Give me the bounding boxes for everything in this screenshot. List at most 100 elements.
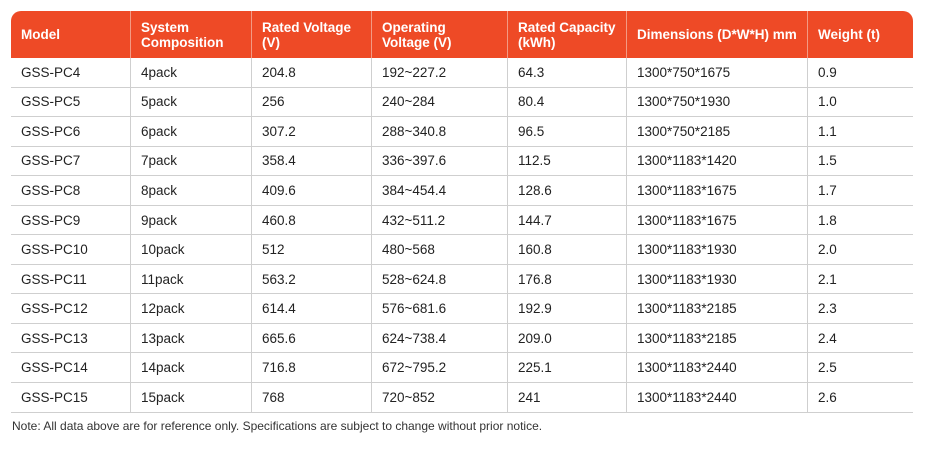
cell-model: GSS-PC13 — [11, 323, 131, 354]
cell-rated-voltage: 256 — [252, 87, 372, 118]
cell-operating-voltage: 192~227.2 — [372, 58, 508, 88]
cell-rated-voltage: 665.6 — [252, 323, 372, 354]
cell-weight: 2.3 — [808, 294, 913, 324]
cell-dimensions: 1300*1183*2185 — [627, 323, 808, 354]
cell-dimensions: 1300*1183*2440 — [627, 353, 808, 384]
header-weight: Weight (t) — [808, 11, 913, 58]
cell-weight: 0.9 — [808, 58, 913, 88]
table-row: GSS-PC12 12pack 614.4 576~681.6 192.9 1300*11… — [11, 294, 913, 324]
cell-dimensions: 1300*750*1930 — [627, 87, 808, 118]
cell-weight: 2.1 — [808, 265, 913, 295]
cell-weight: 1.8 — [808, 206, 913, 236]
table-row: GSS-PC14 14pack 716.8 672~795.2 225.1 1300*11… — [11, 353, 913, 384]
cell-model: GSS-PC14 — [11, 353, 131, 384]
cell-system-composition: 8pack — [131, 176, 252, 206]
cell-rated-capacity: 80.4 — [508, 87, 627, 118]
cell-rated-voltage: 512 — [252, 235, 372, 265]
cell-rated-capacity: 241 — [508, 383, 627, 413]
table-row: GSS-PC10 10pack 512 480~568 160.8 1300*1183*1… — [11, 235, 913, 265]
cell-rated-voltage: 409.6 — [252, 176, 372, 206]
cell-operating-voltage: 288~340.8 — [372, 117, 508, 147]
cell-rated-capacity: 96.5 — [508, 117, 627, 147]
cell-weight: 2.5 — [808, 353, 913, 384]
cell-rated-voltage: 614.4 — [252, 294, 372, 324]
cell-dimensions: 1300*1183*1930 — [627, 235, 808, 265]
cell-system-composition: 13pack — [131, 323, 252, 354]
cell-rated-capacity: 225.1 — [508, 353, 627, 384]
cell-system-composition: 4pack — [131, 58, 252, 88]
header-dimensions: Dimensions (D*W*H) mm — [627, 11, 808, 58]
table-body: GSS-PC4 4pack 204.8 192~227.2 64.3 1300*750*1… — [11, 58, 913, 413]
cell-model: GSS-PC8 — [11, 176, 131, 206]
table-row: GSS-PC15 15pack 768 720~852 241 1300*1183*244… — [11, 383, 913, 413]
cell-weight: 1.7 — [808, 176, 913, 206]
table-row: GSS-PC11 11pack 563.2 528~624.8 176.8 1300*11… — [11, 264, 913, 295]
cell-operating-voltage: 384~454.4 — [372, 176, 508, 206]
header-rated-voltage: Rated Voltage (V) — [252, 11, 372, 58]
cell-dimensions: 1300*1183*2440 — [627, 383, 808, 413]
spec-table: Model System Composition Rated Voltage (… — [11, 11, 913, 413]
cell-model: GSS-PC10 — [11, 235, 131, 265]
cell-system-composition: 5pack — [131, 87, 252, 118]
cell-model: GSS-PC7 — [11, 146, 131, 177]
footnote: Note: All data above are for reference o… — [12, 418, 543, 433]
cell-weight: 1.0 — [808, 88, 913, 118]
table-row: GSS-PC5 5pack 256 240~284 80.4 1300*750*1930 1… — [11, 87, 913, 118]
cell-model: GSS-PC6 — [11, 117, 131, 147]
cell-operating-voltage: 336~397.6 — [372, 146, 508, 177]
cell-rated-voltage: 307.2 — [252, 117, 372, 147]
cell-rated-voltage: 716.8 — [252, 353, 372, 384]
cell-model: GSS-PC15 — [11, 383, 131, 413]
cell-system-composition: 12pack — [131, 294, 252, 324]
spec-table-container: Model System Composition Rated Voltage (… — [11, 11, 913, 433]
table-row: GSS-PC7 7pack 358.4 336~397.6 112.5 1300*1183… — [11, 146, 913, 177]
cell-rated-capacity: 209.0 — [508, 323, 627, 354]
cell-rated-capacity: 192.9 — [508, 294, 627, 324]
header-system-composition: System Composition — [131, 11, 252, 58]
cell-dimensions: 1300*750*2185 — [627, 117, 808, 147]
cell-rated-voltage: 358.4 — [252, 146, 372, 177]
cell-model: GSS-PC5 — [11, 87, 131, 118]
cell-weight: 2.4 — [808, 324, 913, 354]
cell-weight: 1.5 — [808, 147, 913, 177]
cell-dimensions: 1300*750*1675 — [627, 58, 808, 88]
table-header: Model System Composition Rated Voltage (… — [11, 11, 913, 58]
cell-system-composition: 14pack — [131, 353, 252, 384]
cell-model: GSS-PC4 — [11, 58, 131, 88]
cell-rated-voltage: 563.2 — [252, 264, 372, 295]
cell-system-composition: 15pack — [131, 383, 252, 413]
header-rated-capacity: Rated Capacity (kWh) — [508, 11, 627, 58]
cell-operating-voltage: 240~284 — [372, 87, 508, 118]
table-row: GSS-PC6 6pack 307.2 288~340.8 96.5 1300*750*2… — [11, 117, 913, 147]
cell-rated-capacity: 112.5 — [508, 146, 627, 177]
header-rated-capacity-label: Rated Capacity (kWh) — [518, 19, 616, 50]
cell-operating-voltage: 576~681.6 — [372, 294, 508, 324]
cell-rated-capacity: 160.8 — [508, 235, 627, 265]
cell-dimensions: 1300*1183*1420 — [627, 146, 808, 177]
cell-system-composition: 11pack — [131, 264, 252, 295]
cell-dimensions: 1300*1183*1930 — [627, 264, 808, 295]
header-system-composition-label: System Composition — [141, 19, 224, 50]
cell-model: GSS-PC12 — [11, 294, 131, 324]
cell-rated-capacity: 64.3 — [508, 58, 627, 88]
cell-system-composition: 6pack — [131, 117, 252, 147]
cell-operating-voltage: 624~738.4 — [372, 323, 508, 354]
cell-model: GSS-PC9 — [11, 205, 131, 236]
cell-dimensions: 1300*1183*1675 — [627, 205, 808, 236]
cell-operating-voltage: 432~511.2 — [372, 205, 508, 236]
cell-weight: 1.1 — [808, 117, 913, 147]
cell-rated-capacity: 128.6 — [508, 176, 627, 206]
cell-weight: 2.6 — [808, 383, 913, 413]
cell-dimensions: 1300*1183*2185 — [627, 294, 808, 324]
cell-rated-capacity: 176.8 — [508, 264, 627, 295]
cell-system-composition: 7pack — [131, 146, 252, 177]
header-row: Model System Composition Rated Voltage (… — [11, 11, 913, 58]
cell-rated-voltage: 768 — [252, 383, 372, 413]
table-row: GSS-PC13 13pack 665.6 624~738.4 209.0 1300*11… — [11, 323, 913, 354]
cell-operating-voltage: 480~568 — [372, 235, 508, 265]
header-operating-voltage: Operating Voltage (V) — [372, 11, 508, 58]
cell-rated-voltage: 204.8 — [252, 58, 372, 88]
header-model: Model — [11, 11, 131, 58]
header-operating-voltage-label: Operating Voltage (V) — [382, 19, 452, 50]
table-row: GSS-PC8 8pack 409.6 384~454.4 128.6 1300*1183… — [11, 176, 913, 206]
